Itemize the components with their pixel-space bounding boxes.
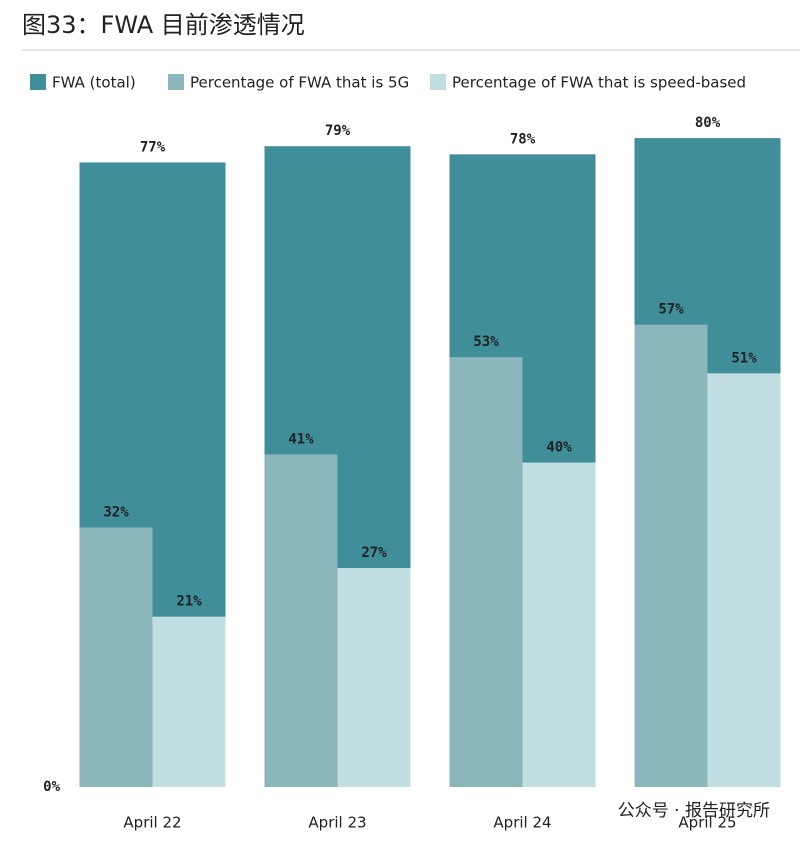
x-tick-label: April 23 bbox=[308, 814, 366, 832]
legend-swatch bbox=[168, 74, 184, 90]
value-label: 78% bbox=[510, 131, 536, 147]
value-label: 41% bbox=[288, 431, 314, 447]
chart-title: 图33：FWA 目前渗透情况 bbox=[22, 11, 305, 39]
bar bbox=[264, 454, 338, 787]
bar bbox=[522, 462, 596, 787]
legend-swatch bbox=[30, 74, 46, 90]
value-label: 77% bbox=[140, 139, 166, 155]
legend-label: FWA (total) bbox=[52, 74, 136, 92]
value-label: 21% bbox=[176, 594, 202, 610]
legend-label: Percentage of FWA that is 5G bbox=[190, 74, 409, 92]
value-label: 40% bbox=[546, 440, 572, 456]
value-label: 51% bbox=[731, 350, 757, 366]
bar bbox=[634, 324, 708, 787]
bar bbox=[79, 527, 153, 787]
x-tick-label: April 24 bbox=[493, 814, 551, 832]
value-label: 53% bbox=[473, 334, 499, 350]
value-label: 80% bbox=[695, 115, 721, 131]
bar bbox=[707, 373, 781, 787]
value-label: 27% bbox=[361, 545, 387, 561]
legend-label: Percentage of FWA that is speed-based bbox=[452, 74, 746, 92]
bar bbox=[337, 568, 411, 787]
value-label: 57% bbox=[658, 302, 684, 318]
watermark: 公众号 · 报告研究所 bbox=[618, 801, 770, 821]
y-tick-label: 0% bbox=[43, 779, 60, 795]
bar bbox=[449, 357, 523, 787]
value-label: 32% bbox=[103, 504, 129, 520]
legend-swatch bbox=[430, 74, 446, 90]
x-tick-label: April 22 bbox=[123, 814, 181, 832]
value-label: 79% bbox=[325, 123, 351, 139]
bar bbox=[152, 616, 226, 787]
x-tick-label: April 25 bbox=[678, 814, 736, 832]
